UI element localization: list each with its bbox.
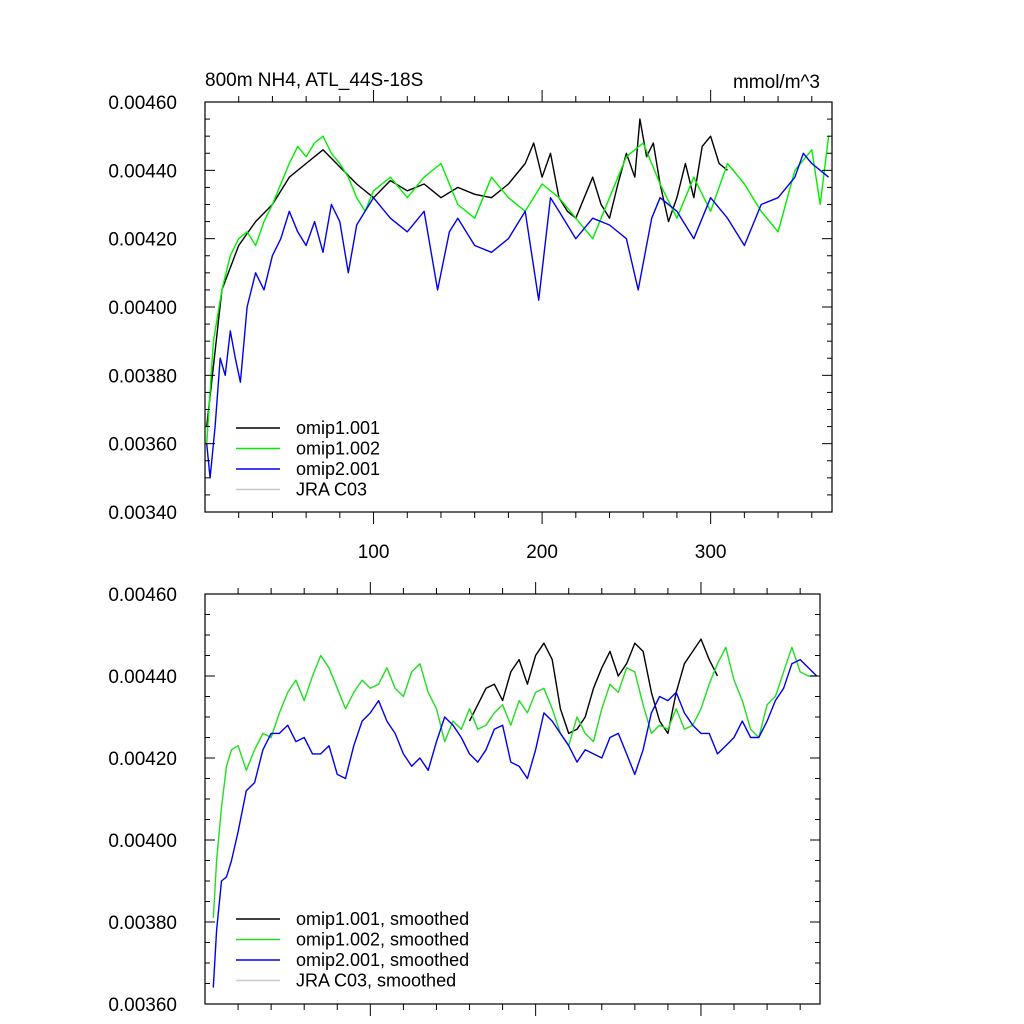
x-tick-label: 300 [695,542,727,563]
y-tick-label: 0.00400 [108,298,177,319]
legend-label: omip1.001 [296,418,380,438]
y-tick-label: 0.00440 [108,667,177,688]
y-tick-label: 0.00360 [108,435,177,456]
y-tick-label: 0.00400 [108,831,177,852]
bottom-panel: 0.00360 0.00380 0.00400 0.00420 0.00440 0.004… [108,582,821,1016]
legend-label: omip2.001 [296,459,380,479]
legend-label: omip1.001, smoothed [296,909,469,929]
units-label: mmol/m^3 [733,72,820,93]
x-tick-label: 100 [358,542,390,563]
series-line-3 [212,658,818,988]
y-tick-label: 0.00420 [108,230,177,251]
series-group [212,638,818,988]
legend-label: omip1.002, smoothed [296,930,469,950]
series-group [206,118,830,479]
y-tick-label: 0.00380 [108,913,177,934]
legend-label: omip1.002 [296,439,380,459]
legend-label: omip2.001, smoothed [296,950,469,970]
legend-label: JRA C03 [296,480,367,500]
series-line-2 [212,646,817,918]
y-tick-label: 0.00440 [108,161,177,182]
top-panel: 0.00340 0.00360 0.00380 0.00400 0.00420 0.004… [108,90,833,563]
series-line-1 [206,118,728,427]
series-line-2 [206,135,830,444]
y-tick-label: 0.00460 [108,93,177,114]
y-tick-label: 0.00420 [108,749,177,770]
y-tick-label: 0.00460 [108,585,177,606]
y-tick-label: 0.00380 [108,366,177,387]
legend-label: JRA C03, smoothed [296,971,456,991]
chart-title: 800m NH4, ATL_44S-18S [205,70,423,91]
x-tick-label: 200 [526,542,558,563]
y-tick-label: 0.00340 [108,503,177,524]
series-line-3 [206,152,830,479]
y-tick-label: 0.00360 [108,995,177,1016]
